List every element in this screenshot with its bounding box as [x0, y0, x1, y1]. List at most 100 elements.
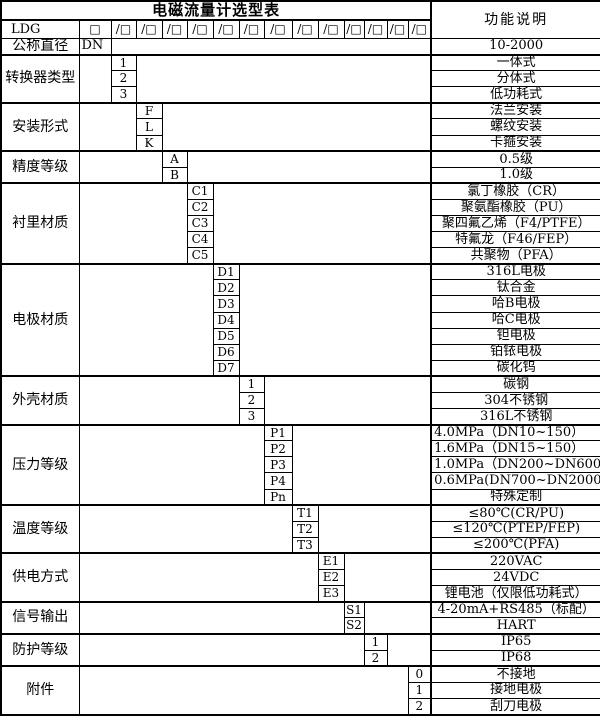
model-segment-box: /□	[363, 19, 388, 39]
desc-cell: 24VDC	[430, 569, 600, 587]
option-code-cell: K	[135, 134, 163, 152]
desc-cell: 聚四氟乙烯（F4/PTFE）	[430, 214, 600, 233]
model-segment-box: /□	[110, 19, 137, 39]
desc-cell: 0.5级	[430, 150, 600, 168]
option-code-cell: F	[135, 101, 163, 120]
option-code-cell: E3	[317, 585, 345, 603]
option-code-cell: 1	[407, 681, 432, 699]
category-label: 附件	[0, 665, 80, 716]
desc-cell: IP65	[430, 632, 600, 651]
spacer-cell	[78, 101, 137, 152]
option-code-cell: B	[161, 166, 188, 184]
desc-cell: IP68	[430, 649, 600, 667]
desc-cell: 316L电极	[430, 262, 600, 281]
option-code-cell: 0	[407, 665, 432, 683]
spacer-cell	[78, 600, 345, 635]
option-code-cell: P4	[263, 472, 293, 490]
option-code-cell: T3	[291, 536, 319, 554]
spacer-cell	[110, 37, 432, 56]
option-code-cell: 3	[110, 86, 137, 104]
desc-cell: 氯丁橡胶（CR）	[430, 182, 600, 200]
category-label: 衬里材质	[0, 182, 80, 265]
desc-cell: 哈B电极	[430, 295, 600, 313]
spacer-cell	[135, 53, 432, 104]
category-label: 压力等级	[0, 423, 80, 506]
option-code-cell: D5	[212, 327, 240, 345]
desc-cell: 1.0MPa（DN200~DN600）	[430, 456, 600, 474]
spacer-cell	[78, 53, 112, 104]
desc-cell: 304不锈钢	[430, 391, 600, 410]
desc-cell: 1.0级	[430, 166, 600, 184]
desc-cell: 哈C电极	[430, 311, 600, 329]
spacer-cell	[78, 632, 365, 667]
desc-cell: 聚氨酯橡胶（PU）	[430, 198, 600, 216]
spacer-cell	[291, 423, 432, 506]
spacer-cell	[78, 262, 214, 377]
option-code-cell: 2	[407, 697, 432, 716]
desc-cell: 铂铱电极	[430, 343, 600, 361]
desc-cell: 4-20mA+RS485（标配）	[430, 600, 600, 619]
option-code-cell: 3	[238, 408, 265, 426]
spacer-cell	[78, 375, 240, 426]
model-segment-box: /□	[161, 19, 188, 39]
desc-cell: 一体式	[430, 53, 600, 72]
desc-cell: 螺纹安装	[430, 118, 600, 136]
model-base-box: □	[78, 19, 112, 39]
category-label: 安装形式	[0, 101, 80, 152]
category-label: 电极材质	[0, 262, 80, 377]
model-segment-box: /□	[186, 19, 214, 39]
spacer-cell	[78, 504, 293, 554]
spacer-cell	[317, 504, 432, 554]
spacer-cell	[186, 150, 432, 184]
desc-cell: 特殊定制	[430, 488, 600, 506]
desc-cell: 低功耗式	[430, 86, 600, 104]
option-code-cell: 2	[363, 649, 388, 667]
spacer-cell	[161, 101, 432, 152]
option-code-cell: L	[135, 118, 163, 136]
option-code-cell: Pn	[263, 488, 293, 506]
model-segment-box: /□	[407, 19, 432, 39]
model-segment-box: /□	[386, 19, 409, 39]
spacer-cell	[212, 182, 432, 265]
spacer-cell	[238, 262, 432, 377]
desc-cell: 0.6MPa(DN700~DN2000)	[430, 472, 600, 490]
desc-cell: 钛合金	[430, 279, 600, 297]
spacer-cell	[363, 600, 432, 635]
desc-cell: 钽电极	[430, 327, 600, 345]
desc-cell: 共聚物（PFA）	[430, 247, 600, 265]
option-code-cell: T1	[291, 504, 319, 522]
desc-cell: 锂电池（仅限低功耗式）	[430, 585, 600, 603]
desc-cell: 特氟龙（F46/FEP）	[430, 231, 600, 249]
spacer-cell	[78, 150, 163, 184]
option-code-cell: 2	[110, 70, 137, 88]
option-code-cell: S2	[343, 617, 365, 635]
option-code-cell: T2	[291, 520, 319, 538]
option-code-cell: D1	[212, 262, 240, 281]
desc-cell: 不接地	[430, 665, 600, 683]
spacer-cell	[263, 375, 432, 426]
desc-cell: 10-2000	[430, 37, 600, 56]
option-code-cell: C1	[186, 182, 214, 200]
category-label: 精度等级	[0, 150, 80, 184]
option-code-cell: E2	[317, 569, 345, 587]
option-code-cell: 1	[110, 53, 137, 72]
option-code-cell: A	[161, 150, 188, 168]
model-segment-box: /□	[238, 19, 265, 39]
model-segment-box: /□	[212, 19, 240, 39]
option-code-cell: C5	[186, 247, 214, 265]
category-label: 信号输出	[0, 600, 80, 635]
desc-cell: ≤120℃(PTEP/FEP)	[430, 520, 600, 538]
option-code-cell: P2	[263, 440, 293, 458]
model-prefix-label: LDG	[0, 19, 80, 39]
desc-cell: 碳钢	[430, 375, 600, 394]
desc-cell: 4.0MPa（DN10~150）	[430, 423, 600, 442]
function-column-header: 功能说明	[430, 0, 600, 39]
category-label: 防护等级	[0, 632, 80, 667]
desc-cell: HART	[430, 617, 600, 635]
desc-cell: 卡箍安装	[430, 134, 600, 152]
desc-cell: ≤80℃(CR/PU)	[430, 504, 600, 522]
desc-cell: 法兰安装	[430, 101, 600, 120]
desc-cell: ≤200℃(PFA)	[430, 536, 600, 554]
desc-cell: 刮刀电极	[430, 697, 600, 716]
